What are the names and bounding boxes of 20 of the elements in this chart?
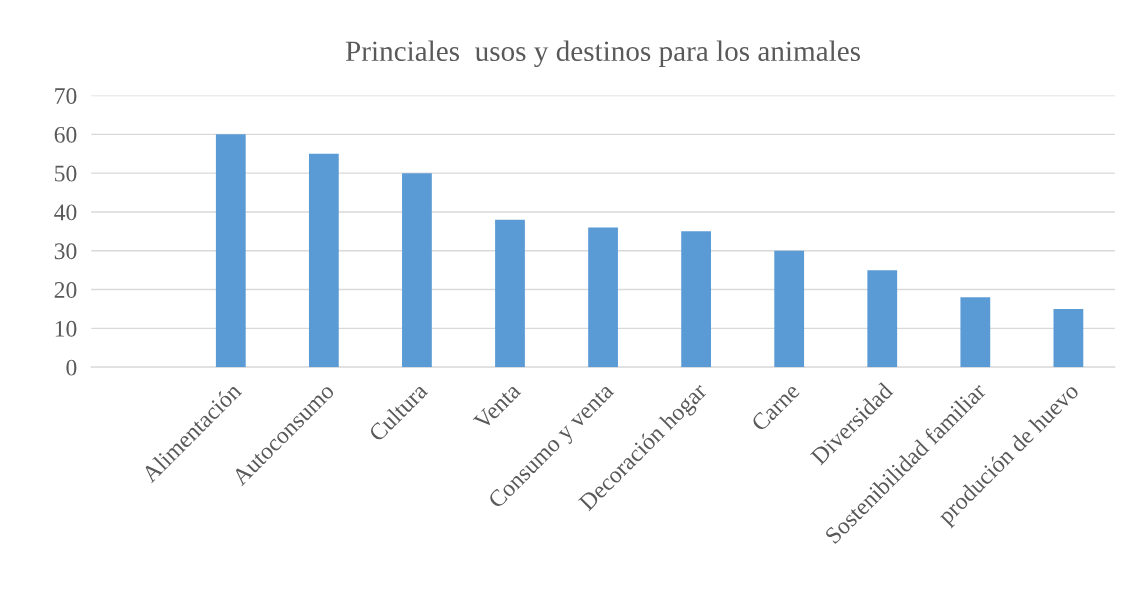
y-tick-label: 20 [54,282,77,298]
y-tick-label: 60 [54,126,77,143]
bar [588,227,618,368]
y-tick-label: 50 [55,165,77,182]
bar [1053,308,1084,368]
y-tick-label: 10 [55,320,77,337]
bar [215,134,246,368]
y-tick-label: 30 [54,243,77,260]
bar [867,270,898,368]
chart-title: Princiales usos y destinos para los animales [345,40,860,68]
x-tick-label: Venta [472,381,522,431]
y-tick-label: 40 [54,204,77,221]
y-tick-label: 70 [55,88,77,104]
bar [774,250,805,368]
bar [402,173,432,368]
bar [681,231,712,368]
bar [960,297,991,368]
bar [308,153,339,368]
bar [495,219,525,368]
y-tick-label: 0 [66,359,77,376]
